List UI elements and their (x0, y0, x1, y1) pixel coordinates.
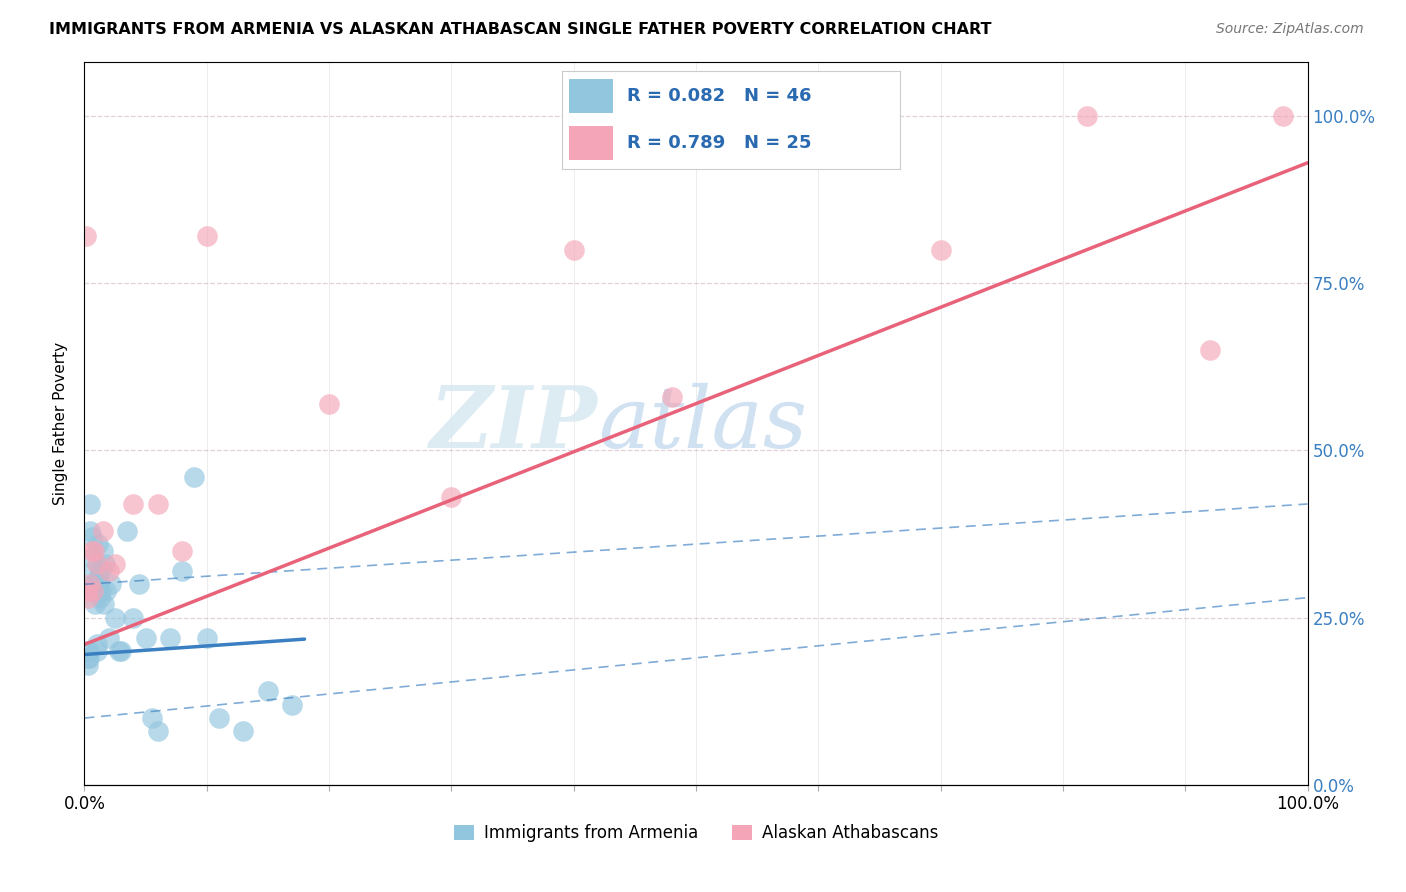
Point (87, 537, 110, 551)
Point (141, 711, 163, 725)
Point (107, 644, 129, 658)
Point (183, 470, 205, 484)
Point (195, 229, 218, 244)
Text: ZIP: ZIP (430, 382, 598, 466)
Point (83, 584, 105, 599)
Point (86, 637, 108, 651)
Point (440, 490, 463, 504)
Point (79, 524, 101, 538)
Point (80, 544, 103, 558)
Point (195, 631, 218, 645)
Text: Source: ZipAtlas.com: Source: ZipAtlas.com (1216, 22, 1364, 37)
Point (80, 550, 103, 565)
Point (122, 611, 145, 625)
Text: IMMIGRANTS FROM ARMENIA VS ALASKAN ATHABASCAN SINGLE FATHER POVERTY CORRELATION : IMMIGRANTS FROM ARMENIA VS ALASKAN ATHAB… (49, 22, 991, 37)
Text: R = 0.789   N = 25: R = 0.789 N = 25 (627, 134, 811, 152)
Point (115, 524, 138, 538)
Text: R = 0.082   N = 46: R = 0.082 N = 46 (627, 87, 811, 105)
Point (94, 557, 117, 572)
Point (1076, 109, 1098, 123)
Point (93, 598, 115, 612)
Point (135, 631, 157, 645)
Point (75, 229, 97, 244)
Point (91, 524, 114, 538)
Point (146, 724, 169, 739)
Point (77, 644, 100, 658)
Point (257, 684, 280, 698)
Point (208, 711, 231, 725)
Point (96, 584, 118, 599)
Point (79, 577, 101, 591)
Y-axis label: Single Father Poverty: Single Father Poverty (53, 343, 69, 505)
Point (1198, 343, 1220, 358)
Point (100, 577, 122, 591)
Point (159, 631, 181, 645)
Point (82, 577, 104, 591)
Point (562, 243, 585, 257)
Point (104, 611, 127, 625)
Point (146, 497, 169, 511)
Point (84, 598, 107, 612)
Point (86, 557, 108, 572)
Legend: Immigrants from Armenia, Alaskan Athabascans: Immigrants from Armenia, Alaskan Athabas… (447, 818, 945, 849)
Point (91, 544, 114, 558)
Point (76, 644, 98, 658)
Point (82, 564, 104, 578)
Bar (569, 79, 613, 112)
Point (97, 631, 120, 645)
Point (82, 584, 104, 599)
Point (80, 530, 103, 544)
Point (79, 497, 101, 511)
Point (77, 651, 100, 665)
Point (1272, 109, 1295, 123)
Point (83, 544, 105, 558)
Point (172, 544, 194, 558)
Point (89, 591, 111, 605)
Point (104, 557, 127, 572)
Point (929, 243, 952, 257)
Point (77, 591, 100, 605)
Point (97, 564, 120, 578)
Text: atlas: atlas (598, 383, 807, 465)
Bar (569, 127, 613, 160)
Point (122, 497, 145, 511)
Point (747, 109, 769, 123)
Point (89, 564, 111, 578)
Point (86, 644, 108, 658)
Point (87, 571, 110, 585)
Point (77, 651, 100, 665)
Point (128, 577, 150, 591)
Point (87, 577, 110, 591)
Point (318, 396, 340, 410)
Point (661, 390, 683, 404)
Point (232, 724, 254, 739)
Point (82, 584, 104, 599)
Point (90, 584, 112, 599)
Point (869, 109, 891, 123)
Point (110, 644, 132, 658)
Point (83, 577, 105, 591)
Point (281, 698, 304, 712)
Point (76, 584, 98, 599)
Point (172, 564, 194, 578)
Point (77, 657, 100, 672)
